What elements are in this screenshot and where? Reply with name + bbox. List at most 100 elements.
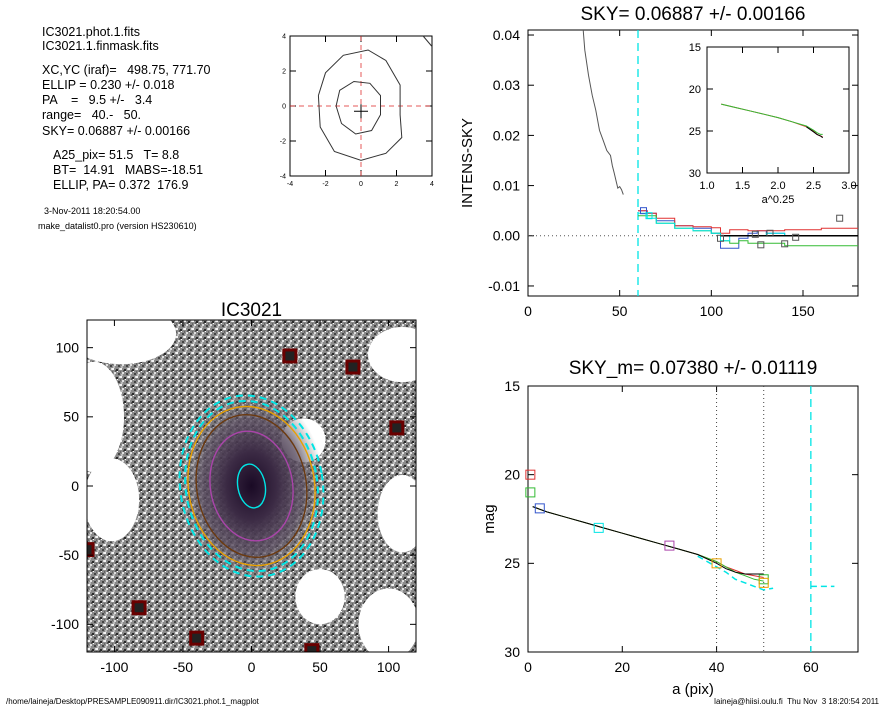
mag-title: SKY_m= 0.07380 +/- 0.01119 bbox=[569, 358, 818, 379]
info-line-5: PA = 9.5 +/- 3.4 bbox=[42, 93, 153, 107]
image-masked-star-1 bbox=[345, 359, 361, 375]
info-line-8: A25_pix= 51.5 T= 8.8 bbox=[53, 148, 180, 162]
image-area bbox=[87, 320, 416, 652]
intens-square-5 bbox=[792, 233, 800, 241]
mag-square-3 bbox=[593, 522, 604, 533]
image-ellipse-4-cyan bbox=[184, 399, 319, 573]
mag-xtick-label-0: 0 bbox=[524, 659, 532, 675]
contour-corner-level bbox=[422, 35, 433, 47]
inset-xtick-label-0: 1.0 bbox=[699, 180, 714, 192]
intens-xtick-label-3: 150 bbox=[791, 303, 815, 319]
mag-series-3-cyan bbox=[697, 555, 774, 591]
intens-xtick-label-1: 50 bbox=[612, 303, 628, 319]
info-line-1: IC3021.phot.1.fits bbox=[42, 25, 140, 39]
mag-ytick-label-0: 15 bbox=[504, 378, 520, 394]
image-masked-star-5 bbox=[304, 643, 320, 652]
mag-square-7 bbox=[758, 577, 769, 588]
image-ellipse-3-orange bbox=[187, 405, 316, 567]
image-ellipse-5-cyan bbox=[178, 394, 325, 578]
intens-title: SKY= 0.06887 +/- 0.00166 bbox=[580, 4, 805, 25]
inset-xtick-label-4: 3.0 bbox=[841, 180, 856, 192]
image-masked-star-0 bbox=[282, 348, 298, 364]
intens-series-1-blue bbox=[638, 210, 786, 249]
mag-frame bbox=[527, 385, 859, 653]
contour-xtick-label-1: -2 bbox=[322, 181, 328, 188]
mag-square-1 bbox=[525, 487, 536, 498]
intens-xtick-label-0: 0 bbox=[524, 303, 532, 319]
image-ellipse-1-purple bbox=[209, 430, 294, 542]
info-line-6: range= 40.- 50. bbox=[42, 108, 142, 122]
image-galaxy-glow bbox=[179, 390, 324, 582]
image-masked-star-6 bbox=[87, 542, 95, 558]
image-masked-star-2 bbox=[389, 420, 405, 436]
contour-outer-level bbox=[317, 49, 403, 161]
footer-signature: laineja@hiisi.oulu.fi Thu Nov 3 18:20:54… bbox=[714, 697, 879, 706]
image-mask-region-6 bbox=[295, 569, 345, 625]
intens-ytick-label-0: -0.01 bbox=[488, 278, 520, 294]
intens-frame bbox=[527, 29, 859, 297]
image-xtick-label-0: -100 bbox=[100, 659, 128, 675]
inset-ytick-label-0: 15 bbox=[689, 42, 701, 54]
image-ytick-label-0: -100 bbox=[51, 616, 79, 632]
mag-ytick-label-2: 25 bbox=[504, 555, 520, 571]
info-line-10: ELLIP, PA= 0.372 176.9 bbox=[53, 178, 189, 192]
image-ellipse-2-brown bbox=[195, 413, 308, 559]
mag-square-5 bbox=[711, 558, 722, 569]
intens-square-6 bbox=[836, 214, 844, 222]
intens-square-8 bbox=[645, 212, 653, 220]
contour-ytick-label-1: -2 bbox=[280, 138, 286, 145]
contour-xtick-label-4: 4 bbox=[430, 181, 434, 188]
mag-series-2-black bbox=[532, 506, 764, 575]
image-ellipse-0-cyan bbox=[236, 463, 267, 509]
contour-ytick-label-4: 4 bbox=[282, 33, 286, 40]
image-xtick-label-4: 100 bbox=[377, 659, 401, 675]
intens-square-7 bbox=[640, 207, 647, 215]
intens-ytick-label-1: 0.00 bbox=[493, 228, 520, 244]
contour-ytick-label-3: 2 bbox=[282, 68, 286, 75]
intens-ytick-label-2: 0.01 bbox=[493, 177, 520, 193]
inset-xtick-label-1: 1.5 bbox=[735, 180, 750, 192]
inset-ytick-label-3: 30 bbox=[689, 168, 701, 180]
image-xtick-label-3: 50 bbox=[312, 659, 328, 675]
contour-xtick-label-0: -4 bbox=[287, 181, 293, 188]
footer-path: /home/laineja/Desktop/PRESAMPLE090911.di… bbox=[6, 697, 259, 706]
intens-square-0 bbox=[717, 234, 724, 242]
image-xtick-label-1: -50 bbox=[173, 659, 193, 675]
magnitude-profile-plot: SKY_m= 0.07380 +/- 0.01119 a (pix) mag 0 20 4… bbox=[481, 358, 859, 698]
inset-xtick-label-2: 2.0 bbox=[770, 180, 785, 192]
intens-ylabel: INTENS-SKY bbox=[459, 118, 476, 208]
inset-ytick-label-2: 25 bbox=[689, 126, 701, 138]
inset-series-2-black bbox=[806, 126, 824, 139]
contour-ytick-label-2: 0 bbox=[282, 103, 286, 110]
image-mask-region-5 bbox=[358, 588, 416, 652]
intens-plot-area bbox=[528, 30, 858, 296]
image-xtick-label-2: 0 bbox=[248, 659, 256, 675]
contour-xtick-label-3: 2 bbox=[395, 181, 399, 188]
galaxy-image-plot: IC3021 -100 -50 0 50 100 -100 -50 0 50 100 bbox=[51, 300, 417, 675]
image-ytick-label-2: 0 bbox=[71, 478, 79, 494]
mag-square-4 bbox=[664, 540, 675, 551]
image-ytick-label-4: 100 bbox=[56, 340, 80, 356]
intens-ytick-label-4: 0.03 bbox=[493, 77, 520, 93]
inset-xlabel: a^0.25 bbox=[762, 194, 795, 206]
image-mask-region-1 bbox=[368, 326, 416, 383]
image-title: IC3021 bbox=[221, 300, 282, 321]
intensity-plot: SKY= 0.06887 +/- 0.00166 INTENS-SKY 0 50 100… bbox=[459, 4, 859, 319]
mag-xlabel: a (pix) bbox=[672, 681, 714, 698]
contour-plot: -4 -2 0 2 4 -4 -2 0 2 4 bbox=[280, 33, 434, 188]
intens-square-1 bbox=[751, 230, 759, 238]
info-line-7: SKY= 0.06887 +/- 0.00166 bbox=[42, 124, 191, 138]
inset-xtick-label-3: 2.5 bbox=[806, 180, 821, 192]
intens-xtick-label-2: 100 bbox=[700, 303, 724, 319]
intens-series-0-gray bbox=[582, 30, 624, 195]
image-mask-region-0 bbox=[87, 320, 177, 365]
image-masked-star-3 bbox=[131, 600, 147, 616]
info-line-2: IC3021.1.finmask.fits bbox=[42, 39, 159, 53]
intens-ytick-label-5: 0.04 bbox=[493, 27, 520, 43]
mag-xtick-label-3: 60 bbox=[803, 659, 819, 675]
intens-series-2-red bbox=[638, 210, 858, 234]
image-mask-region-4 bbox=[377, 475, 416, 553]
info-line-4: ELLIP = 0.230 +/- 0.018 bbox=[42, 78, 175, 92]
image-mask-region-3 bbox=[87, 458, 140, 542]
